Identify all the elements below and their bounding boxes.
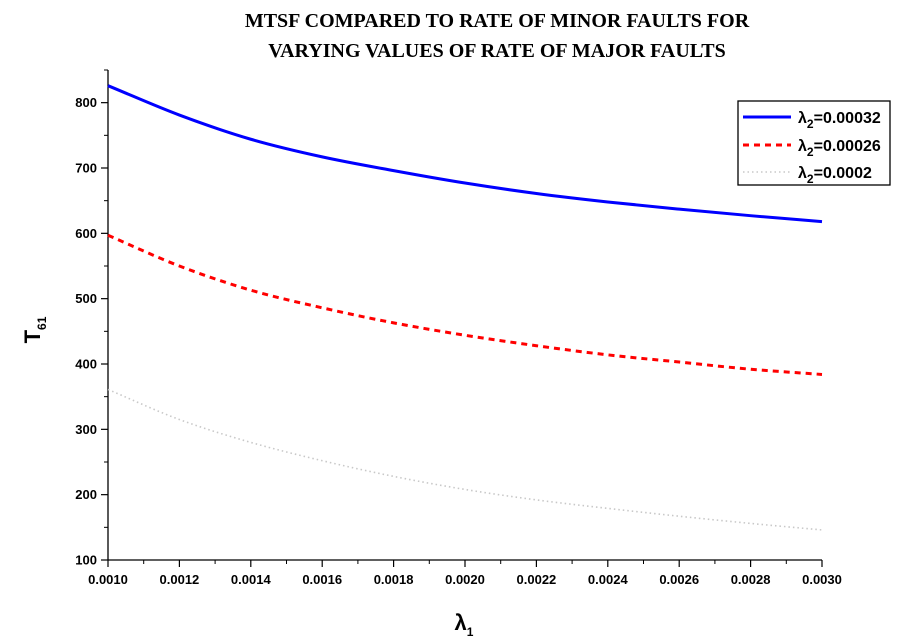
legend-label-1-symbol: λ: [798, 110, 807, 127]
x-tick-label-7: 0.0022: [517, 572, 557, 587]
legend-label-1-value: =0.00032: [814, 110, 881, 127]
y-tick-label-1: 100: [75, 553, 97, 568]
plot-axes: 100 200 300 400 500 600 700 800 0.0010 0.0012 0.00…: [75, 69, 842, 587]
legend-label-3-symbol: λ: [798, 165, 807, 182]
y-tick-label-2: 200: [75, 487, 97, 502]
legend-box: [737, 100, 891, 186]
series-line-1: [107, 84, 823, 224]
x-tick-label-10: 0.0028: [731, 572, 771, 587]
x-tick-label-9: 0.0026: [659, 572, 699, 587]
legend-label-2-symbol: λ: [798, 138, 807, 155]
svg-text:λ2=0.0002: λ2=0.0002: [798, 165, 872, 186]
x-tick-label-8: 0.0024: [588, 572, 629, 587]
chart-title-line-1: MTSF COMPARED TO RATE OF MINOR FAULTS FO…: [245, 10, 750, 32]
y-tick-label-5: 500: [75, 291, 97, 306]
svg-text:T61: T61: [20, 316, 49, 343]
series-layer: [107, 84, 823, 531]
y-tick-label-8: 800: [75, 95, 97, 110]
x-tick-label-6: 0.0020: [445, 572, 485, 587]
x-tick-label-11: 0.0030: [802, 572, 842, 587]
x-axis-title-subscript: 1: [467, 625, 474, 639]
svg-text:λ2=0.00032: λ2=0.00032: [798, 110, 881, 131]
svg-text:λ2=0.00026: λ2=0.00026: [798, 138, 881, 159]
legend-entry-3: λ2=0.0002: [743, 165, 872, 186]
x-tick-label-2: 0.0012: [160, 572, 200, 587]
x-tick-label-1: 0.0010: [88, 572, 128, 587]
svg-text:λ1: λ1: [455, 610, 474, 639]
y-tick-label-4: 400: [75, 357, 97, 372]
y-tick-label-7: 700: [75, 161, 97, 176]
legend-label-2-value: =0.00026: [814, 138, 881, 155]
legend-label-2-subscript: 2: [807, 145, 814, 159]
x-tick-label-3: 0.0014: [231, 572, 272, 587]
chart-title: MTSF COMPARED TO RATE OF MINOR FAULTS FO…: [245, 10, 750, 62]
y-tick-label-6: 600: [75, 226, 97, 241]
y-axis-title-subscript: 61: [35, 316, 49, 330]
legend-entry-1: λ2=0.00032: [743, 110, 881, 131]
series-line-3: [107, 388, 823, 531]
x-tick-label-4: 0.0016: [302, 572, 342, 587]
x-axis-title-symbol: λ: [455, 610, 467, 635]
y-tick-label-3: 300: [75, 422, 97, 437]
series-line-2: [107, 233, 823, 376]
y-axis-title: T61: [20, 316, 49, 343]
y-axis-title-symbol: T: [20, 329, 45, 343]
legend-label-1-subscript: 2: [807, 117, 814, 131]
legend-entry-2: λ2=0.00026: [743, 138, 881, 159]
chart-title-line-2: VARYING VALUES OF RATE OF MAJOR FAULTS: [268, 40, 726, 62]
legend-label-3-value: =0.0002: [814, 165, 872, 182]
legend-label-3-subscript: 2: [807, 172, 814, 186]
x-axis-title: λ1: [455, 610, 474, 639]
legend: λ2=0.00032 λ2=0.00026 λ2=0.0002: [737, 100, 891, 186]
x-tick-label-5: 0.0018: [374, 572, 414, 587]
